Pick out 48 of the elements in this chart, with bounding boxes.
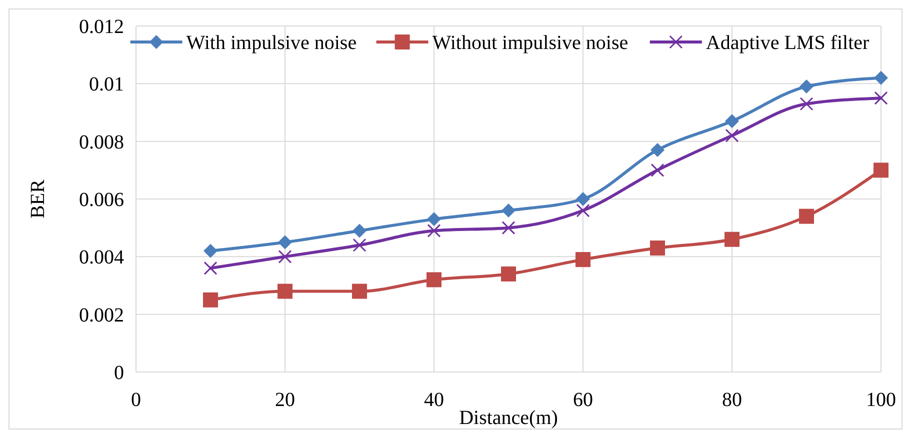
- point: [724, 232, 740, 247]
- x-axis-title: Distance(m): [459, 407, 558, 429]
- point: [576, 252, 590, 268]
- point: [874, 70, 888, 85]
- y-tick-label: 0.012: [79, 16, 124, 38]
- point: [427, 224, 441, 238]
- point: [352, 284, 367, 299]
- y-axis-title: BER: [27, 178, 49, 218]
- y-tick-label: 0.006: [79, 189, 124, 211]
- x-tick-label: 80: [722, 389, 742, 411]
- point: [650, 240, 665, 256]
- point: [725, 128, 739, 142]
- point: [278, 250, 292, 264]
- point: [352, 224, 366, 238]
- point: [576, 192, 590, 206]
- x-tick-label: 0: [131, 389, 141, 411]
- y-tick-label: 0.01: [89, 74, 124, 96]
- point: [799, 208, 814, 224]
- point: [204, 261, 218, 275]
- x-tick-label: 100: [866, 389, 896, 411]
- x-tick-label: 20: [275, 389, 295, 411]
- legend-label: Adaptive LMS filter: [706, 32, 870, 54]
- x-tick-label: 60: [573, 389, 593, 411]
- point: [650, 142, 664, 157]
- point: [426, 272, 442, 288]
- point: [650, 163, 664, 177]
- point: [278, 284, 292, 299]
- point: [874, 162, 888, 178]
- y-tick-label: 0.004: [79, 246, 124, 269]
- point: [278, 235, 292, 250]
- y-tick-label: 0.008: [79, 131, 124, 154]
- legend-label: Without impulsive noise: [432, 32, 628, 54]
- point: [576, 204, 590, 218]
- point: [874, 91, 888, 105]
- legend-label: With impulsive noise: [186, 32, 357, 54]
- point: [203, 292, 218, 308]
- x-tick-label: 40: [424, 389, 444, 411]
- point: [427, 212, 441, 226]
- point: [725, 114, 739, 128]
- point: [204, 244, 218, 258]
- point: [800, 97, 814, 111]
- point: [501, 266, 516, 282]
- point: [502, 204, 516, 218]
- point: [800, 80, 814, 94]
- y-tick-label: 0: [114, 362, 124, 384]
- point: [352, 238, 366, 252]
- point: [502, 221, 516, 235]
- y-tick-label: 0.002: [79, 304, 124, 326]
